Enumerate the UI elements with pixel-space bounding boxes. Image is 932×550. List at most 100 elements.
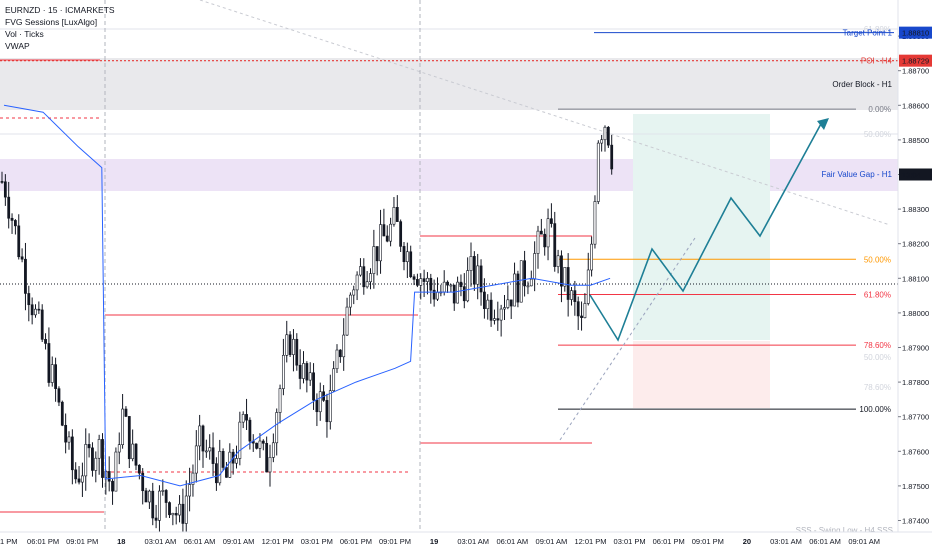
candle-body — [553, 223, 557, 267]
order-block-zone[interactable] — [0, 58, 898, 110]
current-price-tag-text[interactable]: 13:04 — [902, 171, 921, 180]
candle-body — [174, 512, 178, 516]
price-tick-label[interactable]: 1.88300 — [902, 205, 929, 214]
time-tick-label: 06:01 AM — [496, 537, 528, 546]
price-tick-label[interactable]: 1.88100 — [902, 274, 929, 283]
candle-body — [275, 412, 279, 444]
candle-body — [436, 292, 439, 300]
fib-label-1[interactable]: 50.00% — [864, 255, 891, 264]
zones-layer — [0, 0, 898, 513]
time-tick-label: 06:01 AM — [184, 537, 216, 546]
candle-body — [268, 457, 272, 473]
price-axis[interactable]: 1.888001.887001.886001.885001.884001.883… — [897, 0, 932, 550]
fib-label-0[interactable]: 0.00% — [868, 105, 891, 114]
candle-body — [101, 439, 104, 478]
candle-body — [111, 480, 114, 492]
price-tick-label[interactable]: 1.88500 — [902, 136, 929, 145]
legend-symbol[interactable]: EURNZD · 15 · ICMARKETS — [5, 5, 115, 15]
fvg-label[interactable]: Fair Value Gap - H1 — [821, 170, 892, 179]
price-tick-label[interactable]: 1.88000 — [902, 309, 929, 318]
candle-body — [516, 273, 520, 303]
candle-body — [255, 442, 259, 449]
fib-label-4[interactable]: 100.00% — [859, 405, 891, 414]
fib-label-3[interactable]: 78.60% — [864, 341, 891, 350]
candle-body — [486, 299, 490, 310]
price-tick-label[interactable]: 1.88600 — [902, 101, 929, 110]
time-axis[interactable]: 1 PM 06:01 PM 09:01 PM 18 03:01 AM 06:01 AM 09… — [0, 531, 932, 550]
candle-body — [151, 490, 155, 519]
price-axis-bg — [898, 0, 932, 550]
candle-body — [315, 399, 319, 413]
long-position-profit-zone[interactable] — [633, 114, 770, 340]
target-point-1-price-tag[interactable] — [899, 26, 932, 39]
candle-body — [204, 450, 208, 453]
candle-body — [57, 388, 61, 403]
candle-body — [74, 469, 78, 480]
candle-body — [127, 416, 131, 460]
legend-fvg-sessions[interactable]: FVG Sessions [LuxAlgo] — [5, 17, 98, 27]
poi-h4-price-tag-text[interactable]: 1.88729 — [902, 57, 929, 66]
candle-body — [560, 255, 563, 287]
candle-body — [466, 270, 470, 302]
candle-body — [389, 223, 393, 242]
time-tick-label: 09:01 PM — [66, 537, 98, 546]
candle-body — [20, 256, 24, 260]
swing-low-label: SSS - Swing Low - H4 SSS — [796, 526, 893, 535]
price-tick-label[interactable]: 1.88700 — [902, 67, 929, 76]
candle-body — [489, 299, 493, 321]
levels-layer[interactable]: Target Point 3Target Point 2Target Point… — [0, 0, 898, 179]
candle-body — [298, 364, 302, 379]
candle-body — [154, 517, 158, 521]
poi-h4-label[interactable]: POI - H4 — [861, 57, 893, 66]
fib-label-2[interactable]: 61.80% — [864, 291, 891, 300]
candle-body — [399, 221, 403, 247]
price-tick-label[interactable]: 1.87600 — [902, 447, 929, 456]
time-tick-label: 06:01 PM — [27, 537, 59, 546]
time-tick-label: 12:01 PM — [574, 537, 606, 546]
target-point-1-label[interactable]: Target Point 1 — [843, 29, 893, 38]
candle-body — [415, 279, 419, 286]
time-tick-label: 03:01 PM — [614, 537, 646, 546]
projection-layer[interactable] — [589, 118, 829, 342]
time-tick-label: 09:01 AM — [536, 537, 568, 546]
current-price-tag[interactable] — [899, 168, 932, 181]
candle-body — [352, 289, 356, 296]
legend-vwap[interactable]: VWAP — [5, 41, 30, 51]
long-position-loss-zone[interactable] — [633, 341, 770, 408]
candle-body — [566, 267, 570, 300]
candle-body — [302, 363, 305, 379]
fib-retracement[interactable]: 0.00% 50.00% 61.80% 78.60% 100.00% 61.80% 50.0… — [558, 25, 893, 535]
poi-h4-price-tag[interactable] — [899, 54, 932, 67]
price-tick-label[interactable]: 1.87800 — [902, 378, 929, 387]
candle-body — [576, 301, 580, 317]
candle-body — [70, 436, 74, 471]
candle-body — [47, 343, 51, 383]
candle-body — [191, 472, 195, 485]
candle-body — [261, 440, 265, 444]
candle-body — [476, 265, 480, 285]
chart-legend: EURNZD · 15 · ICMARKETS FVG Sessions [Lu… — [5, 4, 115, 52]
projection-path[interactable] — [589, 121, 823, 342]
trend-line[interactable] — [199, 0, 891, 226]
price-tick-label[interactable]: 1.87500 — [902, 482, 929, 491]
target-point-1-price-tag-text[interactable]: 1.88810 — [902, 29, 929, 38]
price-tick-label[interactable]: 1.87900 — [902, 344, 929, 353]
candle-body — [573, 290, 577, 302]
candle-body — [472, 256, 476, 285]
time-tick-label: 20 — [743, 537, 751, 546]
candle-body — [506, 299, 510, 308]
fib-faint-label-2: 50.00% — [864, 353, 891, 362]
candle-body — [335, 349, 339, 370]
legend-volume[interactable]: Vol · Ticks — [5, 29, 44, 39]
candle-body — [529, 278, 533, 287]
price-tick-label[interactable]: 1.87700 — [902, 413, 929, 422]
time-tick-label: 03:01 AM — [145, 537, 177, 546]
candle-body — [442, 281, 446, 293]
price-tick-label[interactable]: 1.88200 — [902, 240, 929, 249]
fib-trend-line[interactable] — [559, 237, 696, 441]
order-block-label[interactable]: Order Block - H1 — [832, 80, 892, 89]
price-tick-label[interactable]: 1.87400 — [902, 517, 929, 526]
candle-body — [325, 400, 329, 423]
